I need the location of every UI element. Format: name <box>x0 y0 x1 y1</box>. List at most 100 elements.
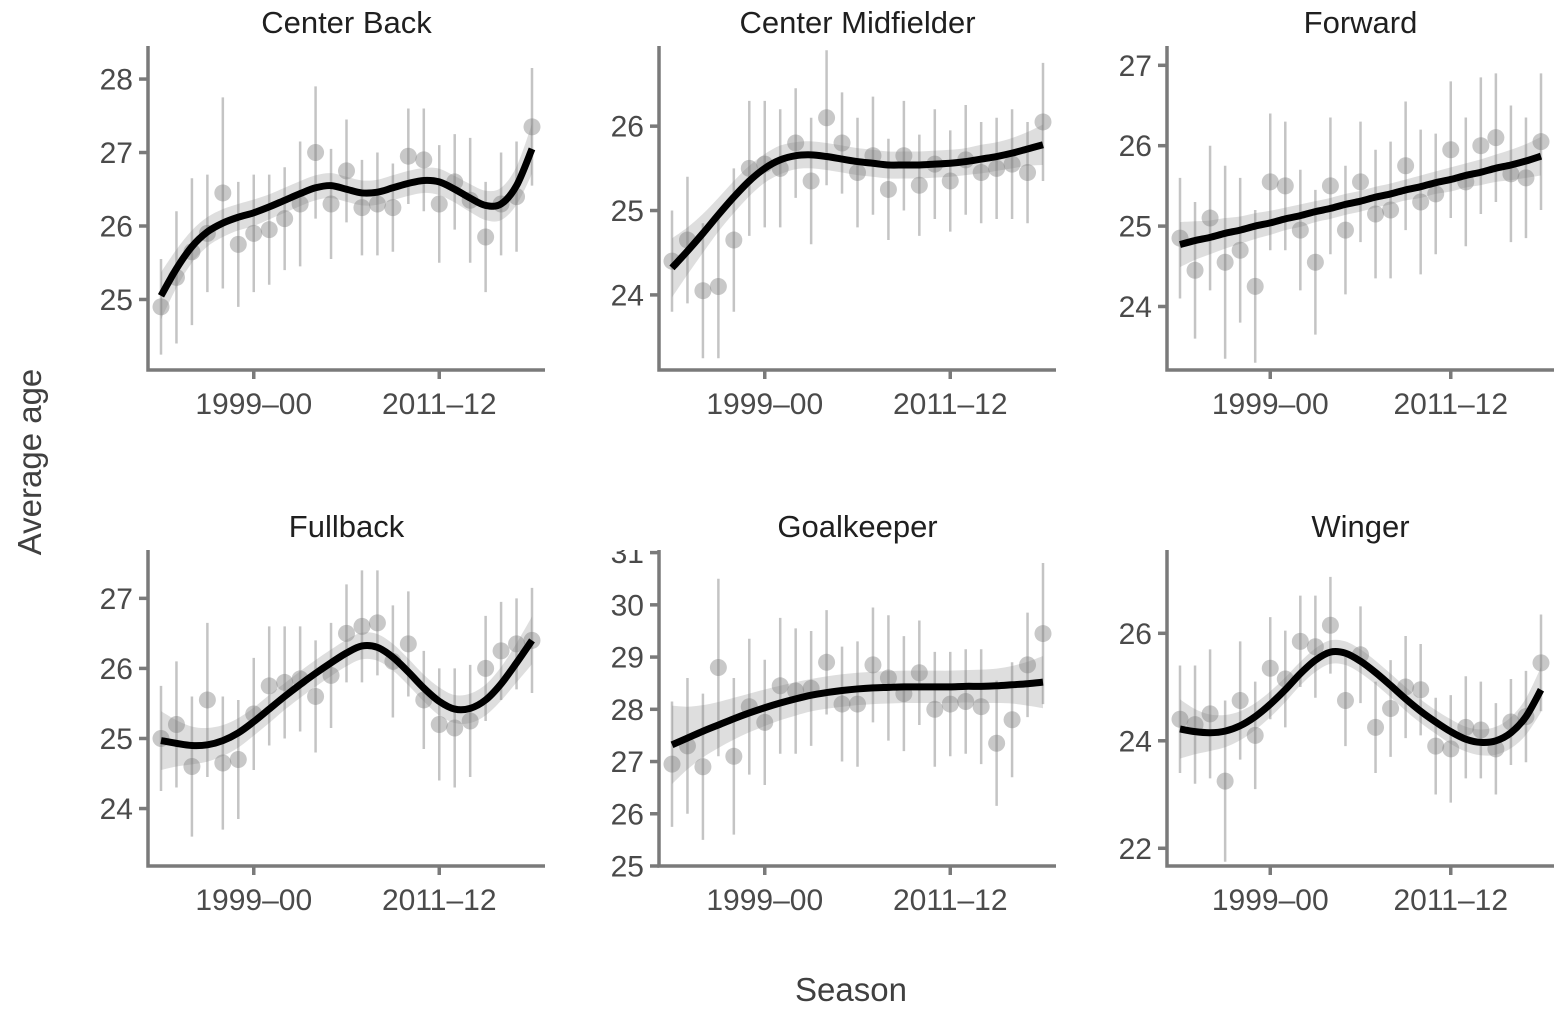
data-point <box>957 692 975 710</box>
data-point <box>1261 173 1279 191</box>
data-point <box>864 656 882 674</box>
data-point <box>1412 193 1430 211</box>
x-tick-label: 1999–00 <box>195 884 312 917</box>
data-point <box>399 635 417 653</box>
y-tick-label: 25 <box>611 851 644 884</box>
y-tick-label: 24 <box>1119 725 1152 758</box>
x-tick-label: 2011–12 <box>382 884 497 917</box>
y-tick-label: 26 <box>100 653 133 686</box>
y-tick-label: 26 <box>611 111 644 144</box>
data-point <box>260 677 278 695</box>
x-tick-label: 1999–00 <box>195 388 312 420</box>
y-tick-label: 30 <box>611 589 644 622</box>
data-point <box>879 669 897 687</box>
data-point <box>1246 726 1264 744</box>
data-point <box>1034 113 1052 131</box>
y-tick-label: 31 <box>611 550 644 570</box>
data-point <box>802 172 820 190</box>
data-point <box>508 635 526 653</box>
data-point <box>260 221 278 239</box>
data-point <box>1291 632 1309 650</box>
data-point <box>1003 155 1021 173</box>
data-point <box>694 282 712 300</box>
data-point <box>879 180 897 198</box>
panel-plot-center-midfielder: 24 25 26 1999–00 2011–12 <box>611 46 1056 420</box>
data-point <box>276 673 294 691</box>
data-point <box>430 195 448 213</box>
smooth-line <box>1179 152 1543 248</box>
data-point <box>198 691 216 709</box>
y-tick-label: 27 <box>100 583 133 616</box>
data-point <box>849 164 866 182</box>
data-point <box>1412 681 1430 699</box>
axis-lines <box>1165 46 1554 372</box>
data-point <box>988 734 1006 752</box>
data-point <box>384 199 402 217</box>
data-point <box>818 109 836 127</box>
facet-title-fullback: Fullback <box>288 509 405 544</box>
data-point <box>910 176 928 194</box>
y-tick-label: 25 <box>611 195 644 228</box>
data-point <box>833 134 851 152</box>
data-point <box>972 698 990 716</box>
confidence-ribbon <box>161 123 532 320</box>
data-point <box>167 715 185 733</box>
y-tick-label: 27 <box>611 746 644 779</box>
data-point <box>926 700 944 718</box>
x-tick-label: 2011–12 <box>893 884 1008 917</box>
panel-plot-winger: 22 24 26 1999–00 2011–12 <box>1119 550 1554 917</box>
data-point <box>1442 141 1460 159</box>
data-point <box>291 195 309 213</box>
axis-lines <box>146 550 545 868</box>
data-point <box>1502 165 1520 183</box>
facet-title-winger: Winger <box>1311 509 1410 544</box>
data-point <box>322 666 340 684</box>
data-point <box>1231 241 1249 259</box>
data-point <box>1367 718 1385 736</box>
data-point <box>477 228 495 246</box>
y-tick-label: 26 <box>1119 618 1152 651</box>
data-point <box>1532 133 1550 151</box>
x-tick-label: 1999–00 <box>706 884 823 917</box>
facet-forward: Forward 24 25 26 27 1999–00 2011–12 <box>1097 0 1554 420</box>
facet-title-center-midfielder: Center Midfielder <box>739 5 976 40</box>
data-point <box>446 719 464 737</box>
y-tick-label: 27 <box>1119 50 1152 83</box>
data-point <box>1003 711 1021 729</box>
data-point <box>1532 654 1550 672</box>
data-point <box>663 755 681 773</box>
data-point <box>910 664 928 682</box>
data-point <box>1427 737 1445 755</box>
data-point <box>1306 638 1324 656</box>
smooth-line <box>157 147 536 298</box>
data-point <box>492 642 510 660</box>
facet-center-back: Center Back 25 26 27 28 1999–00 2011–12 <box>78 0 545 420</box>
facet-fullback: Fullback 24 25 26 27 1999–00 2011–12 <box>78 504 545 928</box>
data-point <box>1517 169 1535 187</box>
smooth-line <box>1179 648 1545 746</box>
panel-plot-goalkeeper: 25 26 27 28 29 30 31 1999–00 2011–12 <box>611 550 1056 917</box>
data-point <box>1336 221 1354 239</box>
data-point <box>1246 277 1264 295</box>
data-point <box>276 210 294 228</box>
data-point <box>1034 625 1052 643</box>
data-point <box>307 687 325 705</box>
data-point <box>818 653 836 671</box>
data-point <box>1472 721 1490 739</box>
panel-plot-center-back: 25 26 27 28 1999–00 2011–12 <box>100 46 545 420</box>
data-point <box>1306 253 1324 271</box>
confidence-ribbon <box>161 616 532 771</box>
x-tick-label: 1999–00 <box>1212 388 1329 420</box>
axis-lines <box>657 46 1056 372</box>
data-point <box>771 677 789 695</box>
data-point <box>1201 209 1219 227</box>
y-tick-label: 28 <box>611 694 644 727</box>
data-point <box>1291 221 1309 239</box>
data-point <box>1367 205 1385 223</box>
y-tick-label: 24 <box>100 793 133 826</box>
x-tick-label: 2011–12 <box>1393 388 1508 420</box>
data-point <box>1382 201 1400 219</box>
panel-plot-fullback: 24 25 26 27 1999–00 2011–12 <box>100 550 545 917</box>
data-point <box>307 144 325 162</box>
